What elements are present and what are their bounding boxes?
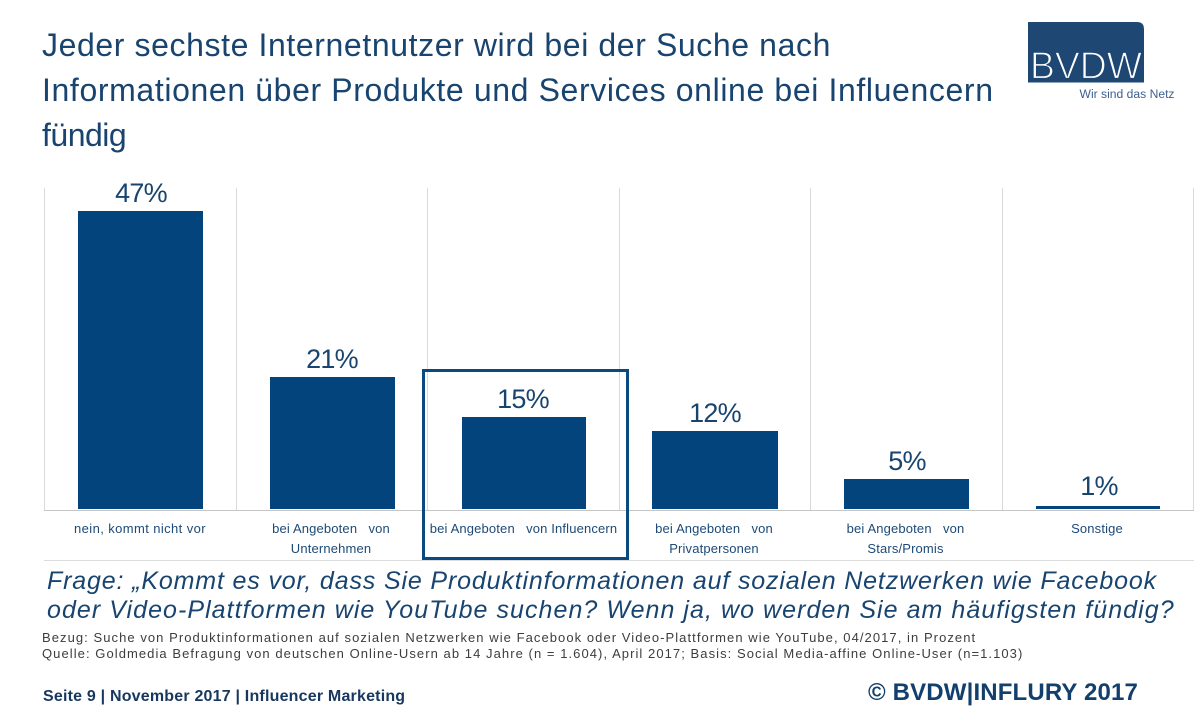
svg-text:Wir sind das Netz: Wir sind das Netz bbox=[1080, 89, 1175, 100]
svg-text:BVDW: BVDW bbox=[1030, 46, 1142, 88]
